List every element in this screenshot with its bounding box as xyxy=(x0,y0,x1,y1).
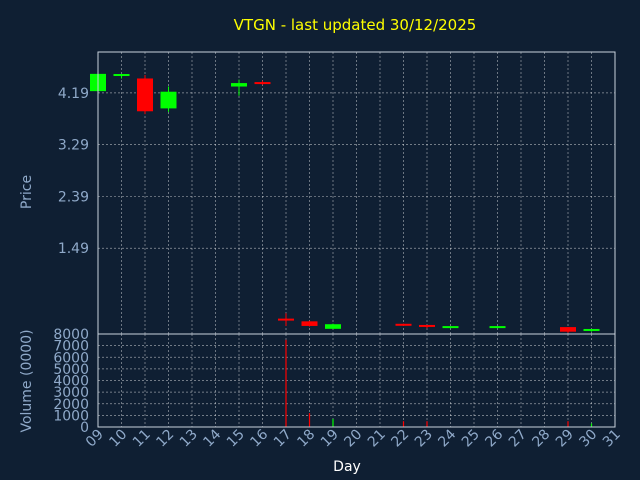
x-tick-label: 25 xyxy=(459,427,483,451)
candle-body xyxy=(395,323,412,326)
volume-panel-frame xyxy=(97,333,616,428)
price-y-ticks: 1.49 2.39 3.29 4.19 xyxy=(58,86,89,257)
x-tick-label: 31 xyxy=(600,427,624,451)
price-tick-label: 3.29 xyxy=(58,138,89,154)
x-tick-label: 22 xyxy=(388,427,412,451)
x-tick-label: 28 xyxy=(529,427,553,451)
x-tick-label: 14 xyxy=(200,426,224,450)
candle-body xyxy=(419,324,435,327)
volume-tick-label: 6000 xyxy=(53,350,89,366)
x-tick-label: 12 xyxy=(153,427,177,451)
candle-body xyxy=(301,321,318,326)
x-tick-label: 10 xyxy=(106,427,130,451)
volume-bars xyxy=(285,339,593,427)
x-tick-label: 19 xyxy=(318,427,342,451)
price-tick-label: 2.39 xyxy=(58,189,89,205)
price-grid xyxy=(97,52,616,334)
x-tick-label: 16 xyxy=(247,426,271,450)
x-tick-label: 17 xyxy=(271,427,295,451)
x-ticks: 09 10 11 12 13 14 15 16 17 18 19 20 21 22 23 24 25 26 27 28… xyxy=(83,426,624,450)
candle-body xyxy=(489,326,506,329)
x-tick-label: 29 xyxy=(553,427,577,451)
volume-tick-label: 5000 xyxy=(53,362,89,378)
candle-body xyxy=(113,74,130,77)
x-tick-label: 24 xyxy=(435,426,459,450)
candle-body xyxy=(137,78,153,112)
x-tick-label: 13 xyxy=(177,427,201,451)
candle-body xyxy=(254,82,271,85)
volume-tick-label: 1000 xyxy=(53,408,89,424)
price-tick-label: 4.19 xyxy=(58,86,89,102)
volume-tick-label: 0 xyxy=(80,420,89,436)
x-tick-label: 20 xyxy=(341,427,365,451)
x-tick-label: 21 xyxy=(365,427,389,451)
volume-axis-label: Volume (0000) xyxy=(19,329,35,432)
x-tick-label: 15 xyxy=(224,427,248,451)
candle-body xyxy=(583,328,600,331)
candles xyxy=(90,71,600,333)
x-axis-label: Day xyxy=(333,459,361,475)
volume-tick-label: 7000 xyxy=(53,339,89,355)
x-tick-label: 23 xyxy=(412,427,436,451)
x-tick-label: 30 xyxy=(576,427,600,451)
candle-body xyxy=(560,327,576,332)
volume-tick-label: 3000 xyxy=(53,385,89,401)
candle-body xyxy=(442,326,459,329)
x-tick-label: 26 xyxy=(482,426,506,450)
volume-tick-label: 8000 xyxy=(53,327,89,343)
x-tick-label: 11 xyxy=(130,427,154,451)
volume-tick-label: 4000 xyxy=(53,374,89,390)
volume-grid xyxy=(97,333,616,428)
price-tick-label: 1.49 xyxy=(58,241,89,257)
candle-body xyxy=(231,83,247,87)
x-tick-label: 18 xyxy=(294,427,318,451)
candle-body xyxy=(160,91,177,109)
chart-title: VTGN - last updated 30/12/2025 xyxy=(234,16,477,34)
candle-body xyxy=(278,318,294,321)
price-axis-label: Price xyxy=(19,175,35,209)
volume-tick-label: 2000 xyxy=(53,397,89,413)
x-tick-label: 27 xyxy=(506,427,530,451)
candle-body xyxy=(325,324,341,329)
